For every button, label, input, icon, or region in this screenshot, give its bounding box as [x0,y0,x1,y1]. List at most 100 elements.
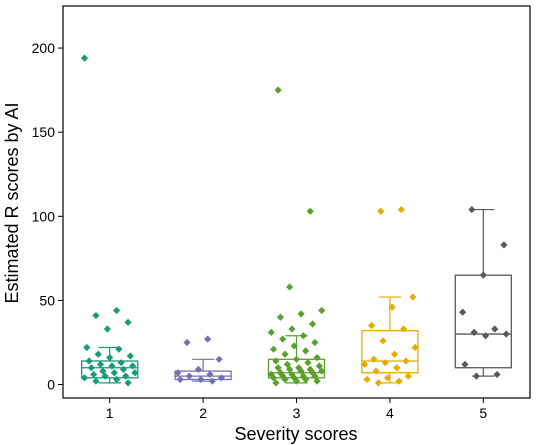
data-point [302,375,310,384]
data-point [272,379,280,387]
data-point [87,364,95,372]
data-point [306,207,314,215]
data-point [129,362,137,370]
data-point [313,377,321,385]
data-point [502,330,510,338]
data-point [402,357,410,365]
x-tick-label: 4 [386,405,394,421]
data-point [281,375,289,384]
data-point [388,303,396,311]
data-point [500,241,508,249]
data-point [96,360,105,368]
plot-layer [80,54,512,387]
data-point [411,343,419,352]
data-point [379,337,387,345]
data-point [269,374,278,382]
data-point [395,377,403,385]
data-point [115,345,123,353]
data-point [197,375,205,384]
data-point [110,369,118,377]
data-point [400,325,408,333]
data-point [119,365,128,373]
data-point [313,354,321,362]
x-axis-label: Severity scores [234,424,357,444]
data-point [286,365,294,373]
data-point [183,338,191,347]
data-point [297,367,305,375]
data-point [384,374,392,382]
data-point [174,369,182,377]
data-point [374,379,383,387]
box-group-4 [361,205,419,387]
data-point [299,372,307,380]
data-point [267,328,275,336]
data-point [279,372,287,380]
data-point [94,350,102,358]
box-group-3 [267,86,326,387]
data-point [272,357,280,365]
data-point [304,359,312,367]
data-point [311,338,319,347]
data-point [80,54,89,62]
data-point [106,354,114,362]
data-point [217,374,226,382]
data-point [103,325,112,333]
data-point [85,357,93,365]
x-tick-label: 2 [199,405,207,421]
data-point [318,306,326,315]
data-point [83,343,91,352]
y-tick-label: 200 [32,40,56,56]
y-axis-label: Estimated R scores by AI [2,102,22,303]
data-point [126,352,134,360]
data-point [124,379,132,387]
data-point [308,369,317,377]
data-point [108,362,116,370]
data-point [470,328,478,336]
data-point [381,359,389,367]
data-point [99,367,107,375]
data-point [176,375,184,384]
data-point [299,332,307,340]
data-point [393,364,401,372]
data-point [461,360,469,368]
data-point [290,342,298,350]
data-point [292,355,301,363]
data-point [363,375,371,384]
data-point [308,320,317,328]
iqr-box [361,330,419,374]
data-point [468,205,476,214]
y-tick-label: 150 [32,124,56,140]
data-point [80,374,89,382]
data-point [481,332,490,340]
data-point [306,365,314,373]
data-point [404,372,412,380]
data-point [397,205,405,214]
box-group-2 [174,335,232,385]
data-point [493,370,501,379]
x-tick-label: 3 [293,405,301,421]
box-group-1 [80,54,139,387]
data-point [281,350,289,358]
x-tick-label: 5 [479,405,487,421]
data-point [491,325,499,333]
data-point [409,293,417,301]
data-point [288,325,296,333]
data-point [367,322,376,330]
data-point [117,359,125,367]
data-point [208,377,216,385]
data-point [274,364,282,372]
y-tick-label: 0 [47,377,55,393]
data-point [302,347,310,355]
data-point [459,308,467,316]
box-group-5 [454,205,512,380]
data-point [131,369,139,377]
data-point [297,310,305,318]
data-point [185,372,193,380]
data-point [361,360,369,368]
y-axis-ticks: 0 50 100 150 200 [32,40,63,393]
data-point [204,335,212,343]
data-point [283,360,291,368]
data-point [276,369,285,377]
